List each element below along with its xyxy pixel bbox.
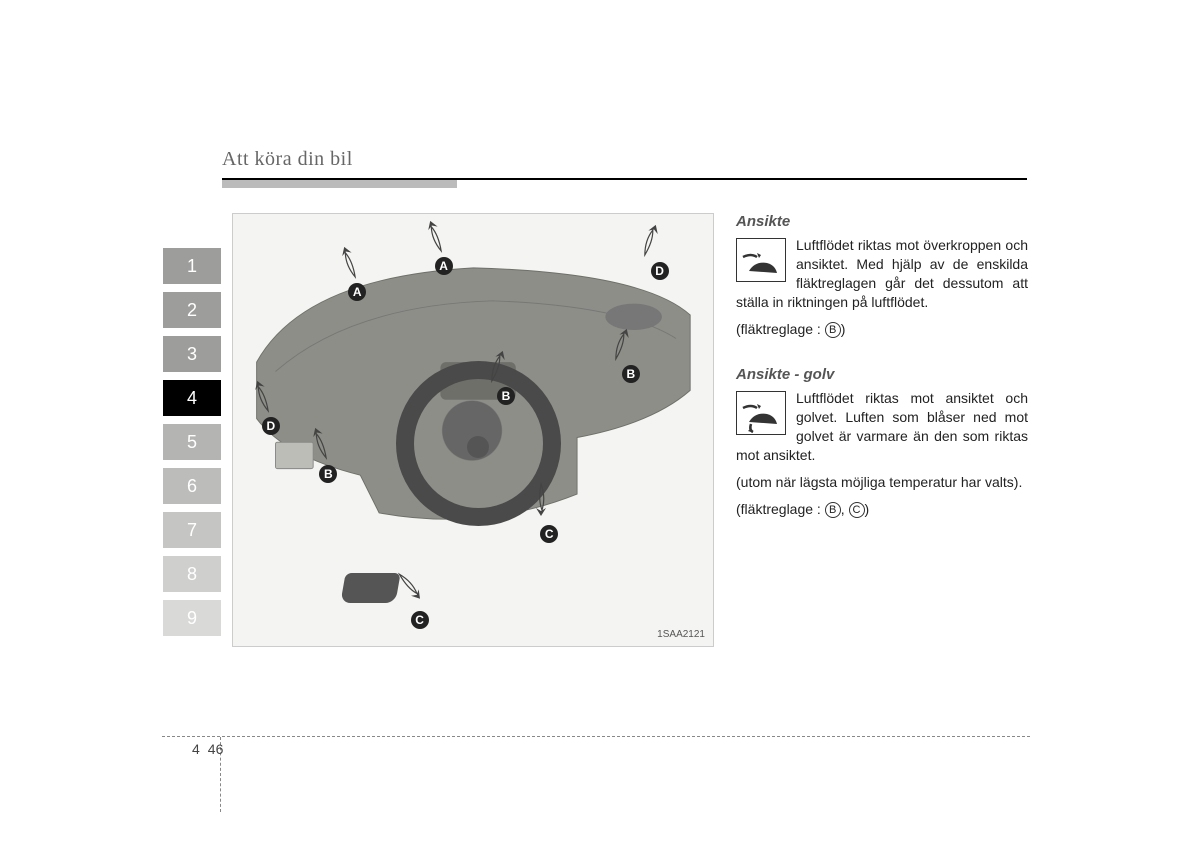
section-title: Ansikte bbox=[736, 213, 1028, 230]
airflow-arrow-icon bbox=[526, 482, 556, 522]
airflow-arrow-icon bbox=[247, 374, 277, 414]
section-title: Ansikte - golv bbox=[736, 366, 1028, 383]
page-title: Att köra din bil bbox=[222, 148, 353, 171]
manual-page: Att köra din bil 123456789 1SAA2121 AABB… bbox=[0, 0, 1200, 848]
chapter-tab-2[interactable]: 2 bbox=[163, 292, 221, 328]
dashboard-illustration: 1SAA2121 AABBBCCDD bbox=[232, 213, 714, 647]
airflow-arrow-icon bbox=[607, 322, 637, 362]
vent-label-A: A bbox=[435, 257, 453, 275]
ring-letter: B bbox=[825, 502, 841, 518]
ring-letter: B bbox=[825, 322, 841, 338]
vent-label-D: D bbox=[651, 262, 669, 280]
illustration-code: 1SAA2121 bbox=[657, 629, 705, 640]
chapter-tab-6[interactable]: 6 bbox=[163, 468, 221, 504]
chapter-tab-3[interactable]: 3 bbox=[163, 336, 221, 372]
vent-label-B: B bbox=[319, 465, 337, 483]
chapter-tab-5[interactable]: 5 bbox=[163, 424, 221, 460]
page-footer: 4 46 bbox=[162, 736, 1030, 797]
footer-page: 46 bbox=[208, 741, 224, 757]
vent-label-D: D bbox=[262, 417, 280, 435]
chapter-tab-4[interactable]: 4 bbox=[163, 380, 221, 416]
airflow-arrow-icon bbox=[636, 218, 666, 258]
page-number: 4 46 bbox=[192, 741, 223, 757]
suffix-label: (fläktreglage : bbox=[736, 501, 825, 517]
footer-sep bbox=[200, 741, 208, 757]
header-rule-accent bbox=[222, 180, 457, 188]
face-vent-icon bbox=[736, 238, 786, 282]
footer-chapter: 4 bbox=[192, 741, 200, 757]
ring-letter: C bbox=[849, 502, 865, 518]
chapter-tab-9[interactable]: 9 bbox=[163, 600, 221, 636]
chapter-tab-7[interactable]: 7 bbox=[163, 512, 221, 548]
airflow-arrow-icon bbox=[396, 568, 426, 608]
airflow-arrow-icon bbox=[305, 421, 335, 461]
section-2: Ansikte - golv Luftflödet riktas mot ans… bbox=[736, 366, 1028, 518]
vent-label-B: B bbox=[497, 387, 515, 405]
airflow-arrow-icon bbox=[334, 240, 364, 280]
face-floor-vent-icon bbox=[736, 391, 786, 435]
airflow-arrow-icon bbox=[483, 344, 513, 384]
description-column: Ansikte Luftflödet riktas mot överkroppe… bbox=[736, 213, 1028, 527]
vent-label-C: C bbox=[411, 611, 429, 629]
suffix-label: (fläktreglage : bbox=[736, 321, 825, 337]
vent-label-B: B bbox=[622, 365, 640, 383]
section-suffix: (fläktreglage : B) bbox=[736, 320, 1028, 339]
airflow-arrow-icon bbox=[420, 214, 450, 254]
section-suffix: (fläktreglage : B, C) bbox=[736, 500, 1028, 519]
chapter-tab-8[interactable]: 8 bbox=[163, 556, 221, 592]
chapter-tabs: 1 2 3 4 5 6 7 8 9 bbox=[163, 248, 221, 644]
pedal bbox=[341, 573, 401, 603]
chapter-tab-1[interactable]: 1 bbox=[163, 248, 221, 284]
suffix-close: ) bbox=[865, 501, 870, 517]
section-paragraph: (utom när lägsta möjliga temperatur har … bbox=[736, 473, 1028, 492]
suffix-close: ) bbox=[841, 321, 846, 337]
